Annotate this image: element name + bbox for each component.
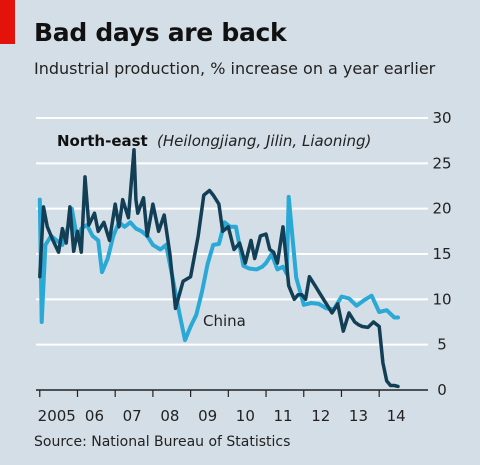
x-tick-label-06: 06 <box>85 407 104 425</box>
annotation-northeast: North-east <box>57 132 148 150</box>
chart-subtitle: Industrial production, % increase on a y… <box>34 59 436 78</box>
annotation-northeast-provinces: (Heilongjiang, Jilin, Liaoning) <box>157 132 371 150</box>
y-tick-label-5: 5 <box>437 336 447 354</box>
x-tick-label-2005: 2005 <box>38 407 76 425</box>
x-tick-label-07: 07 <box>123 407 142 425</box>
annotation-china: China <box>203 312 246 330</box>
source-note: Source: National Bureau of Statistics <box>34 434 291 450</box>
x-tick-label-08: 08 <box>160 407 179 425</box>
y-tick-label-25: 25 <box>432 154 451 172</box>
series-line-china <box>37 194 400 343</box>
y-tick-label-20: 20 <box>432 200 451 218</box>
x-tick-label-12: 12 <box>311 407 330 425</box>
y-tick-label-15: 15 <box>432 245 451 263</box>
y-tick-label-10: 10 <box>432 290 451 308</box>
x-tick-label-10: 10 <box>236 407 255 425</box>
y-tick-label-0: 0 <box>437 381 447 399</box>
x-tick-label-09: 09 <box>198 407 217 425</box>
x-tick-label-14: 14 <box>387 407 406 425</box>
brand-tag <box>0 0 15 44</box>
x-tick-label-13: 13 <box>349 407 368 425</box>
y-tick-label-30: 30 <box>432 109 451 127</box>
x-tick-label-11: 11 <box>273 407 292 425</box>
series-line-northeast <box>38 147 400 389</box>
chart-title: Bad days are back <box>34 18 287 47</box>
